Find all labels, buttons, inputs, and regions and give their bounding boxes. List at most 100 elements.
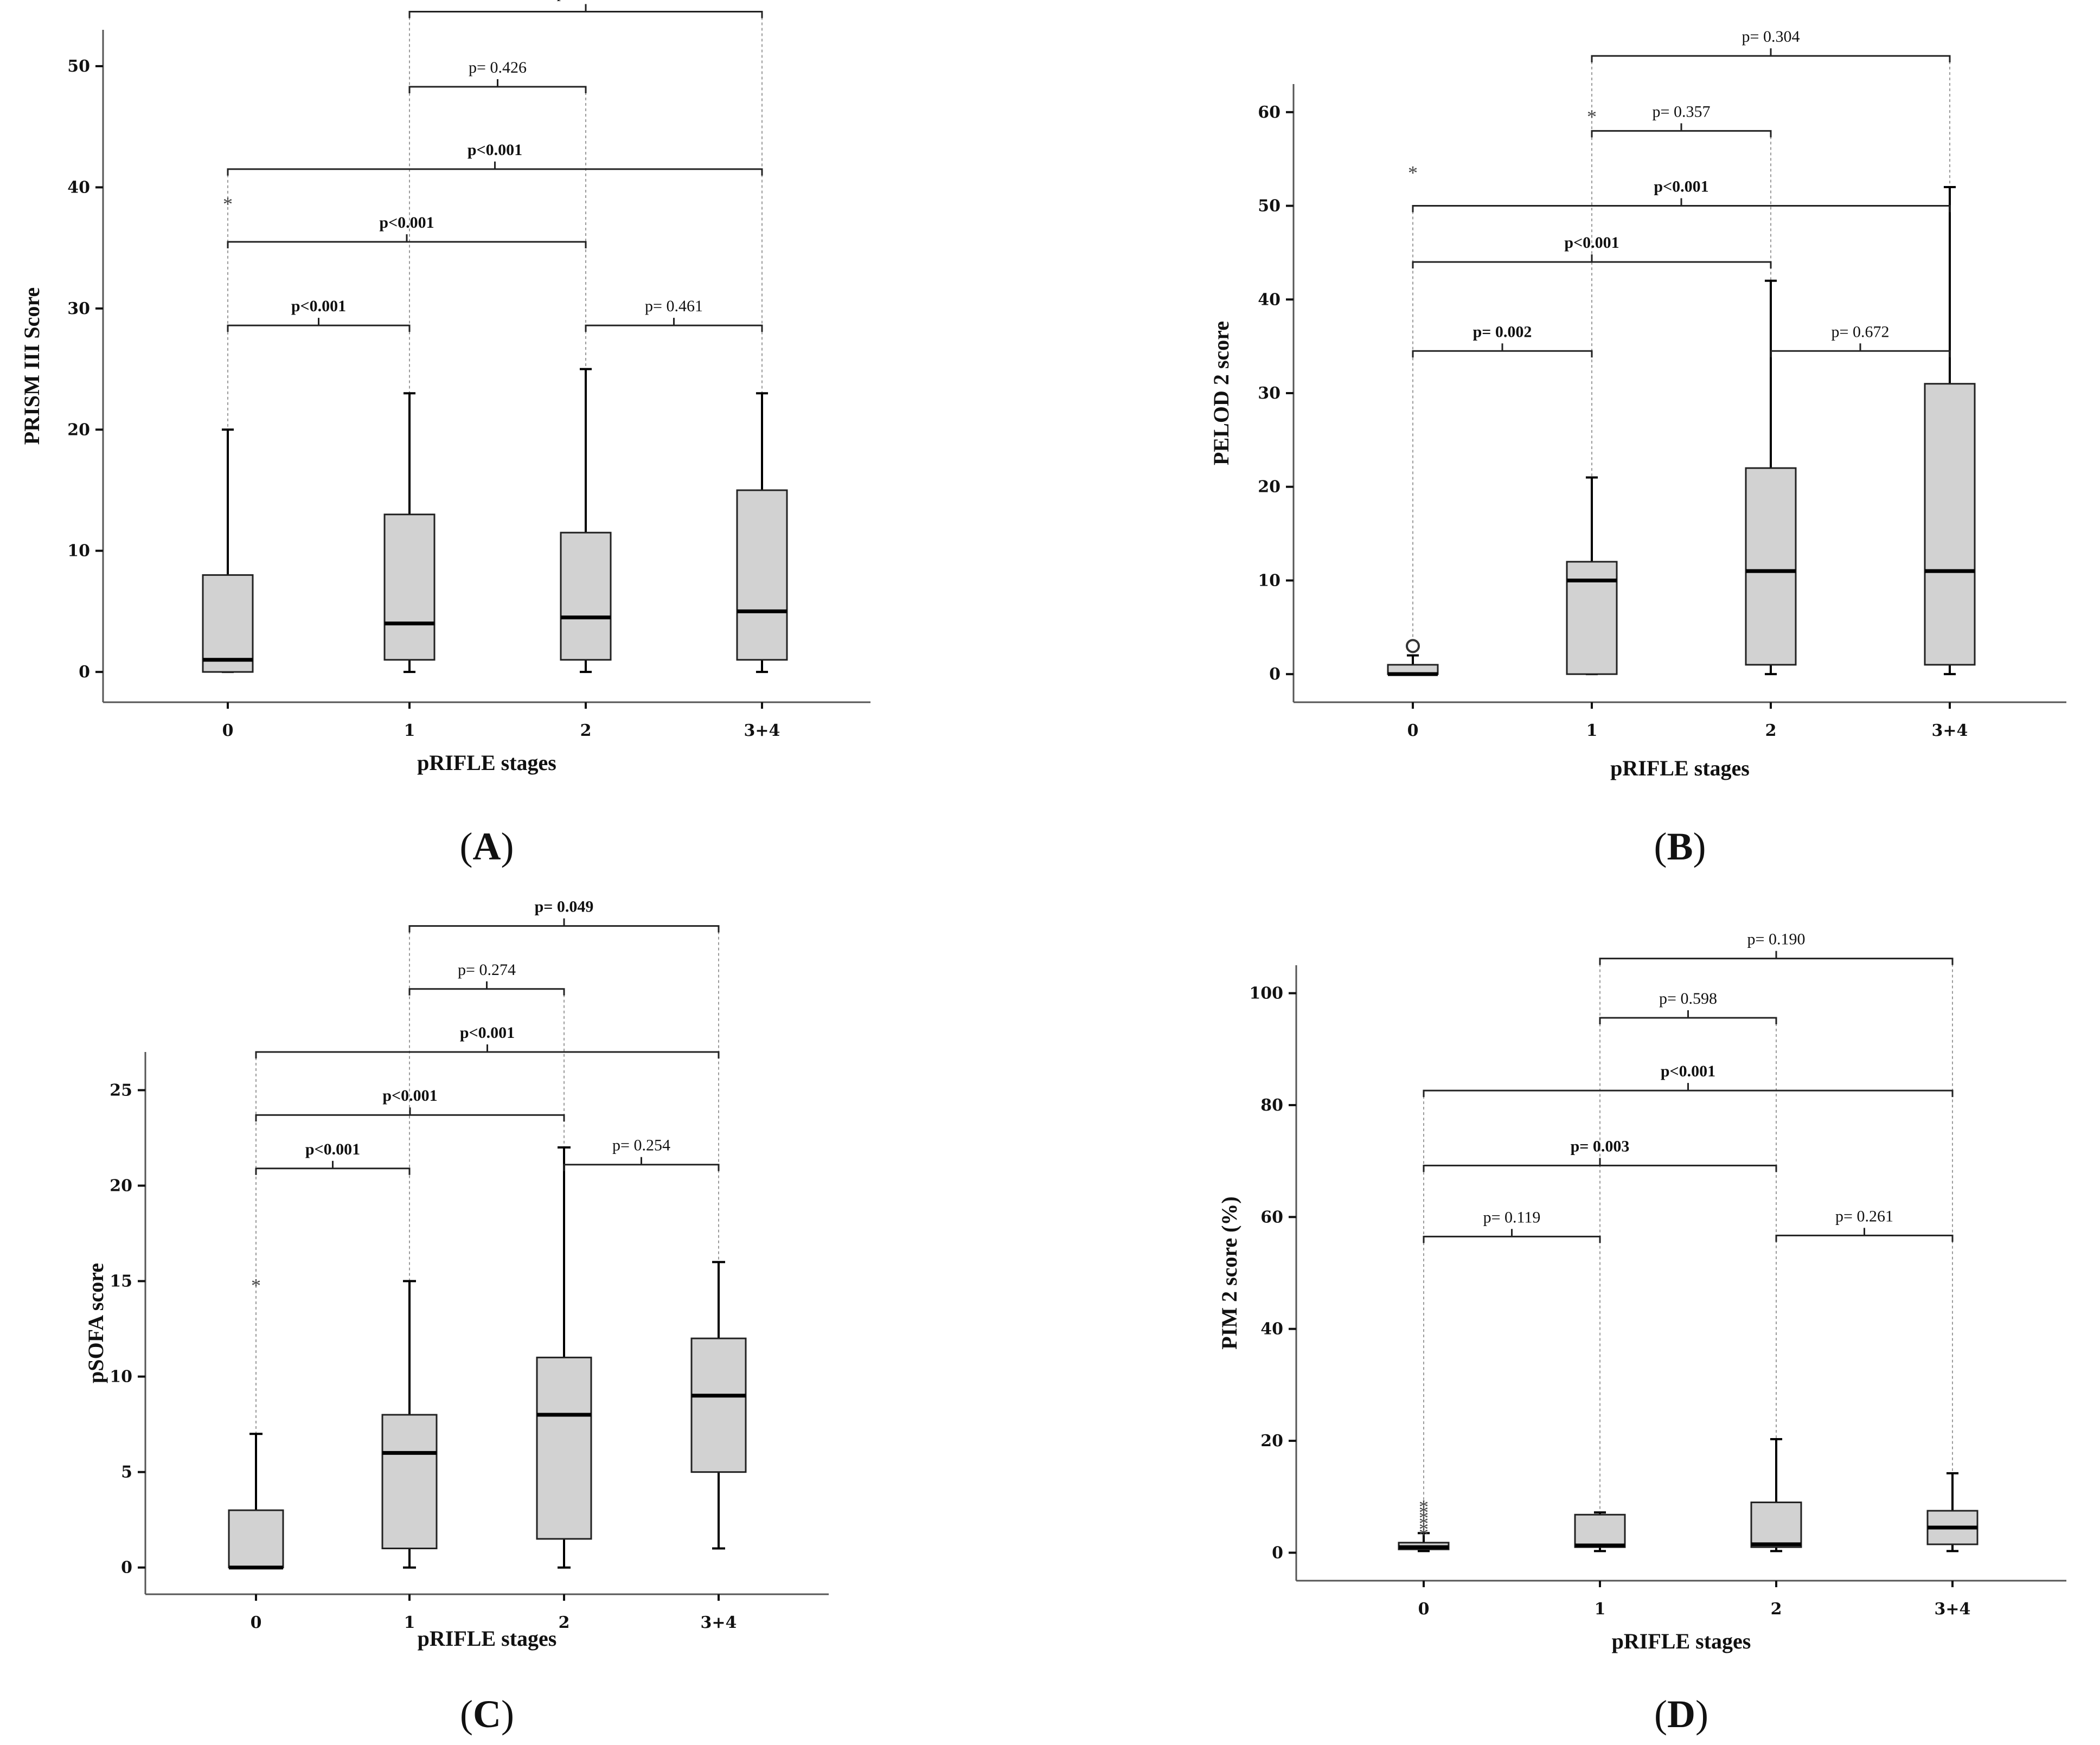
bracket-line: [1770, 343, 1951, 358]
panel-caption: (B): [1654, 825, 1706, 868]
bracket-line: [1412, 254, 1772, 269]
outlier-star: *: [1419, 1524, 1429, 1545]
comparison-bracket: p<0.001: [1423, 1062, 1954, 1098]
x-tick-label: 1: [404, 721, 415, 740]
bracket-line: [1599, 1010, 1777, 1024]
bracket-line: [1591, 123, 1772, 138]
bracket-line: [408, 4, 763, 18]
bracket-line: [1423, 1229, 1601, 1243]
caption-open: (: [1654, 1692, 1667, 1736]
x-axis-title: pRIFLE stages: [1610, 756, 1750, 780]
comparison-bracket: p<0.001: [227, 297, 411, 332]
caption-close: ): [1695, 1692, 1708, 1736]
x-tick-label: 3+4: [1935, 1600, 1971, 1619]
y-tick-label: 50: [67, 57, 90, 76]
caption-open: (: [460, 1692, 473, 1736]
bracket-line: [227, 161, 763, 176]
y-axis-title: pSOFA score: [84, 1263, 108, 1383]
y-tick-label: 15: [110, 1272, 132, 1291]
y-tick-label: 80: [1260, 1096, 1283, 1115]
p-value-label: p= 0.461: [645, 297, 703, 315]
comparison-bracket: p<0.001: [1412, 178, 1951, 213]
caption-open: (: [1654, 825, 1667, 868]
outlier-star: *: [251, 1275, 261, 1297]
p-value-label: p= 0.002: [1473, 323, 1532, 341]
y-tick-label: 50: [1258, 197, 1281, 216]
comparison-bracket: p= 0.274: [408, 961, 565, 996]
p-value-label: p= 0.254: [612, 1137, 670, 1154]
box-1: [1566, 476, 1618, 676]
x-tick-label: 2: [1771, 1600, 1782, 1619]
caption-close: ): [501, 825, 514, 868]
box-rect: [1574, 1513, 1626, 1548]
p-value-label: p= 0.357: [1653, 102, 1711, 120]
comparison-bracket: p= 0.261: [1775, 1207, 1954, 1242]
bracket-line: [255, 1160, 411, 1175]
x-tick-label: 3+4: [1932, 721, 1968, 740]
p-value-label: p<0.001: [291, 297, 346, 315]
comparison-bracket: p<0.001: [227, 214, 587, 248]
y-tick-label: 20: [110, 1176, 132, 1195]
box-rect: [560, 531, 612, 661]
box-3+4: [1924, 186, 1976, 676]
p-value-label: p= 0.261: [1835, 1207, 1893, 1225]
p-value-label: p= 0.125: [557, 0, 615, 1]
box-1: [383, 392, 436, 673]
y-tick-label: 20: [67, 420, 90, 439]
y-tick-label: 0: [79, 663, 90, 682]
box-1: [1574, 1511, 1626, 1552]
outlier-star: *: [1419, 1513, 1429, 1535]
caption-letter: B: [1667, 825, 1693, 868]
outlier-star: *: [1408, 162, 1418, 183]
y-tick-label: 20: [1258, 478, 1281, 497]
p-value-label: p= 0.049: [535, 898, 594, 916]
p-value-label: p= 0.426: [469, 59, 527, 76]
p-value-label: p<0.001: [305, 1140, 360, 1158]
comparison-bracket: p= 0.003: [1423, 1137, 1777, 1172]
x-tick-label: 1: [1586, 721, 1598, 740]
comparison-bracket: p= 0.002: [1412, 323, 1593, 358]
comparison-bracket: p= 0.049: [408, 898, 720, 933]
y-tick-label: 0: [121, 1558, 132, 1577]
comparison-bracket: p= 0.125: [408, 0, 763, 18]
caption-letter: A: [473, 825, 501, 868]
box-2: [1750, 1438, 1802, 1552]
box-1: [381, 1280, 438, 1569]
y-tick-label: 60: [1260, 1208, 1283, 1227]
box-0: [228, 1433, 284, 1570]
outlier-star: *: [1419, 1496, 1429, 1518]
y-tick-label: 0: [1269, 665, 1281, 684]
y-axis-title: PRISM III Score: [20, 287, 44, 445]
box-3+4: [736, 392, 788, 673]
bracket-line: [1775, 1228, 1954, 1242]
p-value-label: p<0.001: [1654, 178, 1708, 196]
caption-close: ): [501, 1692, 514, 1736]
x-tick-label: 2: [580, 721, 592, 740]
outlier-circle: [1406, 639, 1420, 653]
y-tick-label: 60: [1258, 103, 1281, 122]
bracket-line: [408, 981, 565, 996]
bracket-line: [1412, 198, 1951, 213]
y-tick-label: 40: [1258, 290, 1281, 309]
box-rect: [736, 489, 788, 661]
comparison-bracket: p= 0.254: [563, 1137, 720, 1171]
box-rect: [228, 1509, 284, 1569]
bracket-line: [1423, 1083, 1954, 1098]
box-2: [1745, 279, 1797, 676]
comparison-bracket: p<0.001: [1412, 234, 1772, 269]
x-axis-title: pRIFLE stages: [1612, 1629, 1751, 1653]
y-tick-label: 10: [110, 1368, 132, 1387]
panel-caption: (A): [460, 825, 514, 868]
p-value-label: p<0.001: [460, 1024, 515, 1042]
bracket-line: [1591, 48, 1951, 63]
box-rect: [536, 1356, 592, 1540]
p-value-label: p<0.001: [468, 141, 522, 159]
panel-a: 0 10 20 30 40 50 0 1 2 3+4 pRIFLE stages PRISM III …: [20, 0, 870, 868]
panel-d: 0 20 40 60 80 100 0 1 2 3+4 pRIFLE stages PIM 2 sco…: [1217, 931, 2066, 1736]
box-2: [536, 1146, 592, 1569]
box-rect: [1750, 1502, 1802, 1548]
outlier-star: *: [1419, 1518, 1429, 1540]
box-2: [560, 368, 612, 673]
y-tick-label: 30: [1258, 384, 1281, 403]
